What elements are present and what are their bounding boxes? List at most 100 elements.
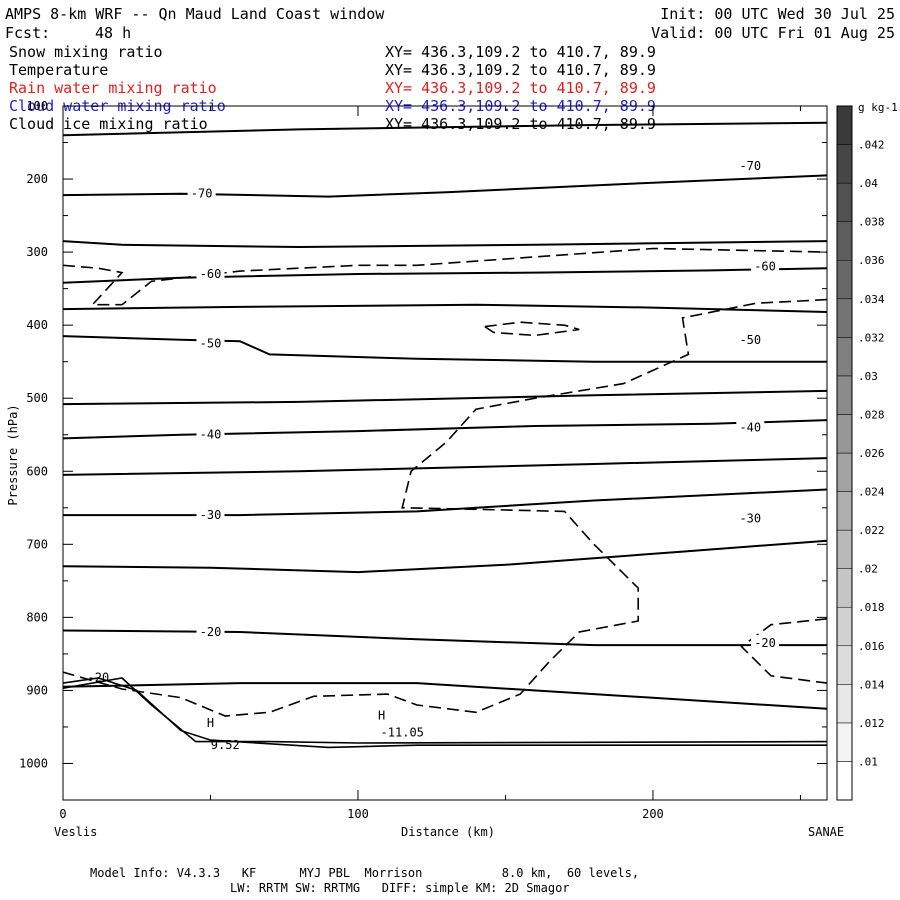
contour-label: -30	[739, 512, 761, 526]
temperature-contour	[63, 303, 827, 313]
temperature-contour	[63, 335, 827, 363]
contour-label-bg	[196, 623, 225, 638]
contour-label-bg	[736, 157, 765, 172]
extremum-annotation: 9.52	[211, 738, 240, 752]
terrain-contour	[63, 677, 827, 744]
colorbar-level: .02	[858, 563, 878, 576]
temperature-contour	[63, 682, 827, 710]
temperature-contour	[63, 174, 827, 198]
contour-label-bg	[187, 185, 216, 200]
right-endpoint-label: SANAE	[808, 825, 844, 839]
contour-label: -40	[200, 428, 222, 442]
extremum-annotation: H	[207, 716, 214, 730]
colorbar-units: g kg-1	[858, 101, 898, 114]
temperature-contour	[63, 419, 827, 440]
contour-label: -30	[200, 508, 222, 522]
colorbar-swatch	[836, 221, 853, 261]
field-name: Rain water mixing ratio	[9, 79, 217, 97]
x-tick-label: 200	[642, 807, 664, 821]
colorbar: .01 .012 .014 .016 .018 .02 .022 .024 .026 .028 .0…	[836, 105, 885, 801]
y-tick-label: 500	[26, 391, 48, 405]
colorbar-swatch	[836, 105, 853, 145]
temperature-contour	[63, 539, 827, 574]
terrain-contour	[63, 677, 827, 749]
x-axis-label: Distance (km)	[401, 825, 495, 839]
field-xy: XY= 436.3,109.2 to 410.7, 89.9	[385, 61, 656, 79]
plot-area	[63, 121, 827, 749]
colorbar-level: .028	[858, 408, 885, 421]
contour-label: -50	[739, 333, 761, 347]
colorbar-swatch	[836, 645, 853, 685]
temperature-contour	[63, 267, 827, 284]
extremum-annotation: -11.05	[381, 725, 424, 739]
field-name: Cloud ice mixing ratio	[9, 115, 208, 133]
colorbar-level: .034	[858, 293, 885, 306]
contour-label: -70	[191, 187, 213, 201]
colorbar-swatch	[836, 452, 853, 492]
field-list: Snow mixing ratio XY= 436.3,109.2 to 410.…	[9, 43, 656, 133]
colorbar-swatch	[836, 298, 853, 338]
forecast-label: Fcst:	[5, 24, 50, 42]
contour-label: -40	[739, 420, 761, 434]
colorbar-swatch	[836, 722, 853, 762]
terrain-contour-label: -20	[88, 671, 110, 685]
y-tick-label: 300	[26, 245, 48, 259]
colorbar-swatch	[836, 491, 853, 531]
contour-label: -60	[200, 267, 222, 281]
colorbar-frame	[836, 105, 853, 801]
contour-label-bg	[736, 331, 765, 346]
colorbar-swatch	[836, 414, 853, 454]
temperature-contour	[63, 240, 827, 249]
colorbar-level: .012	[858, 717, 885, 730]
colorbar-level: .022	[858, 524, 885, 537]
temperature-contour	[63, 488, 827, 517]
colorbar-level: .016	[858, 640, 885, 653]
y-tick-label: 600	[26, 464, 48, 478]
colorbar-level: .01	[858, 755, 878, 768]
colorbar-swatch	[836, 182, 853, 222]
cloud-ice-contour	[482, 321, 580, 337]
colorbar-level: .026	[858, 447, 885, 460]
contour-label-bg	[736, 510, 765, 525]
colorbar-swatch	[836, 337, 853, 377]
colorbar-swatch	[836, 375, 853, 415]
contour-label-bg	[196, 507, 225, 522]
colorbar-swatch	[836, 761, 853, 801]
y-tick-label: 800	[26, 610, 48, 624]
colorbar-level: .024	[858, 486, 885, 499]
colorbar-swatch	[836, 144, 853, 184]
forecast-value: 48 h	[95, 24, 131, 42]
field-name: Snow mixing ratio	[9, 43, 163, 61]
contour-label: -20	[200, 625, 222, 639]
colorbar-level: .04	[858, 177, 878, 190]
model-info-line2: LW: RRTM SW: RRTMG DIFF: simple KM: 2D S…	[230, 881, 570, 895]
colorbar-swatch	[836, 606, 853, 647]
colorbar-level: .038	[858, 216, 885, 229]
y-tick-label: 900	[26, 683, 48, 697]
y-tick-label: 400	[26, 318, 48, 332]
colorbar-swatch	[836, 529, 853, 569]
contour-label: -60	[754, 260, 776, 274]
field-xy: XY= 436.3,109.2 to 410.7, 89.9	[385, 115, 656, 133]
colorbar-level: .018	[858, 601, 885, 614]
temperature-contour	[63, 389, 827, 406]
chart-title: AMPS 8-km WRF -- Qn Maud Land Coast wind…	[5, 5, 385, 23]
y-tick-label: 1000	[19, 756, 48, 770]
init-time: Init: 00 UTC Wed 30 Jul 25	[660, 5, 895, 23]
colorbar-swatch	[836, 568, 853, 608]
field-name: Temperature	[9, 61, 108, 79]
cloud-ice-contour	[63, 298, 827, 717]
extremum-annotation: H	[378, 709, 385, 723]
colorbar-swatch	[836, 684, 853, 724]
y-tick-label: 100	[26, 99, 48, 113]
colorbar-level: .042	[858, 139, 885, 152]
field-xy: XY= 436.3,109.2 to 410.7, 89.9	[385, 79, 656, 97]
model-info-line1: Model Info: V4.3.3 KF MYJ PBL Morrison 8…	[90, 866, 639, 880]
y-tick-label: 700	[26, 537, 48, 551]
temperature-contour	[63, 629, 827, 647]
left-endpoint-label: Veslis	[54, 825, 97, 839]
cloud-ice-contour	[740, 618, 827, 684]
temperature-contour	[63, 457, 827, 476]
colorbar-level: .03	[858, 370, 878, 383]
